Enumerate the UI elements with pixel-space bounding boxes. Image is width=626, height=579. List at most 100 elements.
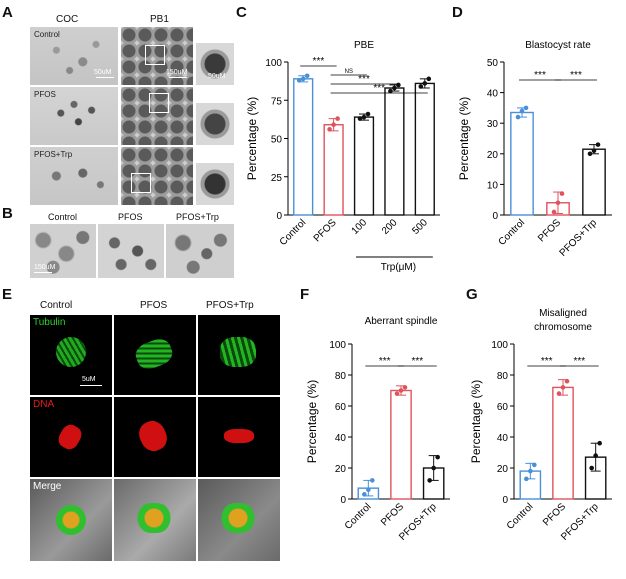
panel-label-f: F: [300, 286, 310, 303]
dna-image-pfos-trp: [198, 397, 280, 477]
data-point: [426, 76, 432, 82]
bar: [390, 389, 412, 500]
row-label-control: Control: [34, 30, 60, 39]
scale-bar-line: [34, 272, 52, 273]
pb1-image-pfos: [121, 87, 193, 145]
row-label-pfos: PFOS: [34, 90, 56, 99]
spindle-shape: [56, 337, 86, 367]
zoom-box: [131, 173, 151, 193]
x-tick-label: Control: [278, 217, 309, 248]
y-tick-label: 80: [497, 371, 509, 382]
chart-blastocyst-rate: Blastocyst rate Percentage (%) 0 10 20 30 40 50…: [457, 40, 612, 259]
scale-bar-line: [169, 77, 187, 78]
row-label-merge: Merge: [33, 481, 62, 492]
merge-image-pfos-trp: [198, 479, 280, 561]
data-point: [398, 388, 404, 393]
chart-title: PBE: [354, 40, 374, 51]
data-point: [296, 78, 302, 83]
data-point: [392, 85, 397, 91]
data-point: [523, 105, 529, 111]
data-point: [589, 465, 594, 471]
zoom-image-control: 50uM: [196, 43, 234, 85]
row-label-tubulin: Tubulin: [33, 317, 66, 328]
y-tick-label: 20: [487, 150, 499, 161]
significance-label: ***: [573, 356, 585, 367]
col-header-coc: COC: [56, 14, 79, 25]
merge-image-control: Merge: [30, 479, 112, 561]
bar: [323, 124, 344, 216]
e-header-pfos: PFOS: [140, 300, 168, 311]
data-point: [300, 76, 306, 82]
y-tick-label: 0: [276, 211, 282, 222]
panel-label-c: C: [236, 4, 247, 21]
data-point: [402, 385, 408, 390]
data-point: [388, 88, 393, 94]
e-header-control: Control: [40, 300, 73, 311]
significance-label: NS: [345, 69, 353, 75]
pb1-image-pfos-trp: [121, 147, 193, 205]
bar: [582, 148, 606, 216]
y-tick-label: 100: [329, 340, 346, 351]
data-point: [564, 378, 570, 384]
bar: [510, 111, 534, 216]
panel-label-a: A: [2, 4, 13, 21]
blastocyst-image-pfos: [98, 224, 164, 278]
e-header-pfos-trp: PFOS+Trp: [206, 300, 254, 311]
coc-image-pfos: PFOS: [30, 87, 118, 145]
significance-label: ***: [379, 356, 391, 367]
x-tick-label: 500: [410, 217, 430, 237]
data-point: [431, 465, 436, 471]
data-point: [357, 116, 363, 121]
data-point: [556, 391, 562, 396]
group-label: Trp(μM): [381, 262, 416, 273]
blastocyst-image-pfos-trp: [166, 224, 234, 278]
data-point: [361, 114, 367, 120]
y-tick-label: 75: [271, 96, 283, 107]
merge-image-pfos: [114, 479, 196, 561]
x-tick-label: 200: [380, 217, 400, 237]
data-point: [396, 82, 401, 88]
significance-label: ***: [541, 356, 553, 367]
y-tick-label: 60: [497, 402, 509, 413]
zoom-box: [149, 93, 169, 113]
data-point: [593, 453, 598, 458]
chart-pbe: PBE Percentage (%) 0 25 50 75 100 Control PFOS 10…: [245, 40, 440, 273]
y-tick-label: 10: [487, 180, 499, 191]
significance-label: ***: [570, 70, 582, 81]
data-point: [435, 454, 440, 460]
x-tick-label: Control: [497, 217, 528, 248]
bar: [293, 78, 314, 216]
data-point: [532, 462, 537, 468]
y-tick-label: 0: [502, 495, 508, 506]
y-tick-label: 25: [271, 173, 283, 184]
scale-bar-label: 50uM: [94, 69, 112, 76]
y-tick-label: 0: [492, 211, 498, 222]
coc-image-control: Control 50uM: [30, 27, 118, 85]
significance-label: ***: [358, 74, 370, 85]
y-tick-label: 40: [335, 433, 347, 444]
data-point: [418, 84, 424, 89]
data-point: [587, 151, 593, 157]
panel-label-g: G: [466, 286, 478, 303]
data-point: [362, 492, 367, 497]
spindle-shape: [220, 337, 256, 367]
dna-image-control: DNA: [30, 397, 112, 477]
significance-label: ***: [313, 56, 325, 67]
y-axis-label: Percentage (%): [305, 380, 319, 463]
y-tick-label: 40: [497, 433, 509, 444]
data-point: [365, 111, 371, 117]
x-tick-label: PFOS: [379, 501, 406, 528]
x-tick-label: Control: [505, 501, 536, 532]
zoom-box: [145, 45, 165, 65]
blastocyst-image-control: 150uM: [30, 224, 96, 278]
data-point: [551, 209, 557, 215]
data-point: [366, 487, 371, 492]
zoom-image-pfos: [196, 103, 234, 145]
x-tick-label: PFOS: [541, 501, 568, 528]
chromosome-shape: [134, 416, 172, 456]
significance-label: ***: [534, 70, 546, 81]
dna-image-pfos: [114, 397, 196, 477]
y-tick-label: 100: [265, 58, 282, 69]
chromosome-shape: [224, 429, 254, 443]
scale-bar-line: [96, 77, 114, 78]
